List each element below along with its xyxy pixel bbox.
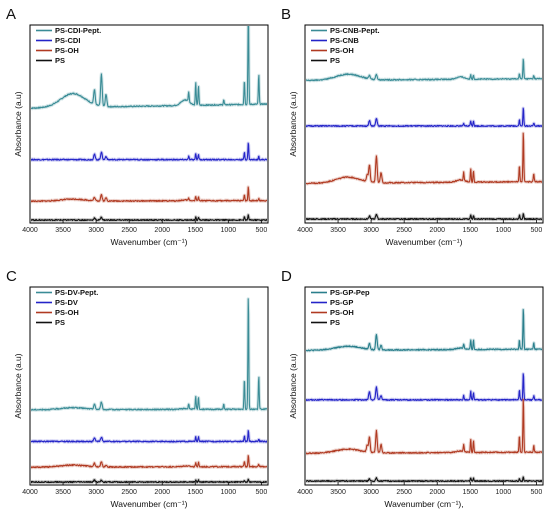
spectra-group	[306, 308, 542, 484]
x-tick-label: 500	[531, 489, 543, 496]
x-tick-label: 2000	[429, 227, 445, 234]
legend-label: PS-OH	[330, 308, 354, 317]
x-tick-label: 3000	[88, 227, 104, 234]
panel-c: C 4000 3500 3000 2500 2000 1500 1000 500 Wavenumb…	[0, 262, 275, 524]
x-axis-title: Wavenumber (cm⁻¹)	[111, 499, 188, 509]
x-tick-label: 4000	[297, 489, 313, 496]
x-tick-label: 1500	[462, 227, 478, 234]
x-tick-label: 1000	[496, 227, 512, 234]
spectra-group	[31, 297, 267, 484]
x-tick-label: 1500	[462, 489, 478, 496]
x-tick-label: 3000	[363, 227, 379, 234]
x-tick-label: 4000	[22, 489, 38, 496]
spectrum-line	[306, 476, 542, 483]
spectrum-glow	[31, 141, 267, 162]
legend-label: PS-GP-Pep	[330, 288, 370, 297]
x-tick-label: 500	[256, 489, 268, 496]
x-tick-label: 4000	[22, 227, 38, 234]
x-axis-title: Wavenumber (cm⁻¹)	[111, 237, 188, 247]
legend-label: PS-DV	[55, 298, 78, 307]
x-tick-label: 2500	[396, 489, 412, 496]
x-axis-title: Wavenumber (cm⁻¹),	[384, 499, 463, 509]
y-axis-title: Absorbance (a.u)	[13, 91, 23, 156]
x-tick-label: 1500	[187, 489, 203, 496]
x-tick-label: 3500	[55, 227, 71, 234]
panel-letter: A	[6, 6, 16, 23]
panel-a: A 4000 3500 3000 2500 2000 1500 1000 500 Wavenumb…	[0, 0, 275, 262]
spectrum-line	[306, 213, 542, 221]
legend-label: PS	[55, 56, 65, 65]
spectrum-glow	[306, 397, 542, 456]
spectrum-line	[31, 214, 267, 222]
legend-label: PS-OH	[330, 46, 354, 55]
x-tick-label: 1500	[187, 227, 203, 234]
panel-b: B 4000 3500 3000 2500 2000 1500 1000 500 Wavenumb…	[275, 0, 550, 262]
spectrum-line	[306, 58, 542, 82]
spectrum-line	[31, 298, 267, 411]
spectrum-line	[31, 142, 267, 161]
spectra-group	[31, 26, 267, 222]
spectrum-glow	[306, 131, 542, 186]
x-tick-label: 3000	[88, 489, 104, 496]
spectrum-glow	[306, 57, 542, 83]
legend-label: PS-CNB-Pept.	[330, 26, 380, 35]
legend-label: PS	[330, 318, 340, 327]
spectrum-glow	[306, 106, 542, 129]
x-tick-label: 1000	[221, 489, 237, 496]
plot-frame	[29, 286, 269, 486]
spectrum-line	[31, 478, 267, 484]
x-axis-title: Wavenumber (cm⁻¹)	[386, 237, 463, 247]
spectrum-line	[306, 309, 542, 352]
legend-label: PS-OH	[55, 46, 79, 55]
x-tick-label: 2000	[154, 489, 170, 496]
panel-letter: B	[281, 6, 291, 23]
legend-label: PS-CNB	[330, 36, 359, 45]
panel-d: D 4000 3500 3000 2500 2000 1500 1000 500 Wavenumb…	[275, 262, 550, 524]
x-tick-label: 1000	[221, 227, 237, 234]
spectrum-line	[306, 373, 542, 402]
legend-label: PS-CDI-Pept.	[55, 26, 101, 35]
x-tick-label: 2000	[154, 227, 170, 234]
panel-letter: C	[6, 268, 17, 285]
panel-letter: D	[281, 268, 292, 285]
x-tick-label: 1000	[496, 489, 512, 496]
spectrum-glow	[306, 372, 542, 403]
legend-label: PS-GP	[330, 298, 353, 307]
x-tick-label: 2500	[121, 489, 137, 496]
plot-frame	[29, 24, 269, 224]
legend-label: PS-OH	[55, 308, 79, 317]
spectrum-line	[306, 132, 542, 185]
spectra-group	[306, 57, 542, 222]
x-tick-label: 3000	[363, 489, 379, 496]
plot-frame	[304, 24, 544, 224]
x-tick-label: 2000	[429, 489, 445, 496]
x-tick-label: 500	[256, 227, 268, 234]
chart-d: D 4000 3500 3000 2500 2000 1500 1000 500 Wavenumb…	[281, 268, 544, 509]
y-axis-title: Absorbance (a.u)	[288, 353, 298, 418]
legend-label: PS-DV-Pept.	[55, 288, 98, 297]
chart-b: B 4000 3500 3000 2500 2000 1500 1000 500 Wavenumb…	[281, 6, 544, 247]
x-tick-label: 2500	[121, 227, 137, 234]
y-axis-title: Absorbance (a.u)	[13, 353, 23, 418]
spectrum-line	[31, 430, 267, 443]
legend-label: PS-CDI	[55, 36, 80, 45]
chart-a: A 4000 3500 3000 2500 2000 1500 1000 500 Wavenumb…	[6, 6, 269, 247]
x-tick-label: 4000	[297, 227, 313, 234]
spectrum-line	[31, 455, 267, 469]
x-tick-label: 3500	[330, 489, 346, 496]
x-tick-label: 3500	[330, 227, 346, 234]
spectrum-glow	[31, 429, 267, 444]
legend-label: PS	[330, 56, 340, 65]
chart-c: C 4000 3500 3000 2500 2000 1500 1000 500 Wavenumb…	[6, 268, 269, 509]
y-axis-title: Absorbance (a.u)	[288, 91, 298, 156]
x-tick-label: 2500	[396, 227, 412, 234]
spectrum-line	[31, 26, 267, 110]
x-tick-label: 3500	[55, 489, 71, 496]
plot-frame	[304, 286, 544, 486]
x-tick-label: 500	[531, 227, 543, 234]
legend-label: PS	[55, 318, 65, 327]
spectrum-line	[31, 186, 267, 203]
spectrum-line	[306, 398, 542, 455]
spectrum-line	[306, 107, 542, 128]
